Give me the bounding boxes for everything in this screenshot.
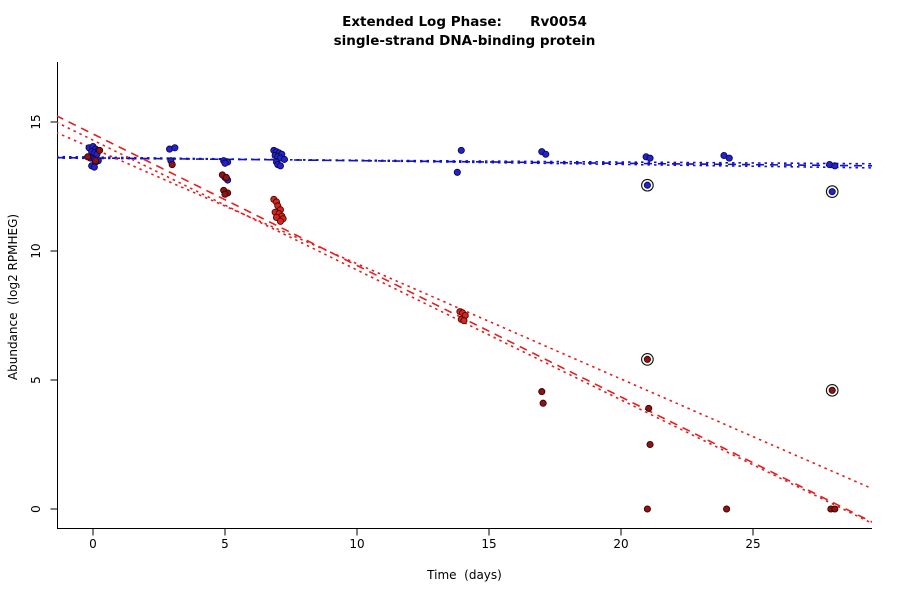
x-tick-label: 20 bbox=[613, 537, 629, 551]
x-tick-label: 15 bbox=[481, 537, 497, 551]
x-axis-label: Time (days) bbox=[427, 568, 502, 582]
x-tick-label: 5 bbox=[221, 537, 229, 551]
y-tick-label: 0 bbox=[29, 505, 43, 513]
chart-title: Extended Log Phase: Rv0054 bbox=[342, 14, 587, 30]
x-tick-label: 10 bbox=[349, 537, 365, 551]
y-axis-label: Abundance (log2 RPMHEG) bbox=[6, 213, 20, 381]
chart-subtitle: single-strand DNA-binding protein bbox=[333, 33, 596, 49]
y-tick-label: 10 bbox=[29, 243, 43, 259]
y-tick-label: 15 bbox=[29, 114, 43, 130]
x-tick-label: 25 bbox=[745, 537, 761, 551]
x-tick-label: 0 bbox=[89, 537, 97, 551]
y-tick-label: 5 bbox=[29, 376, 43, 384]
